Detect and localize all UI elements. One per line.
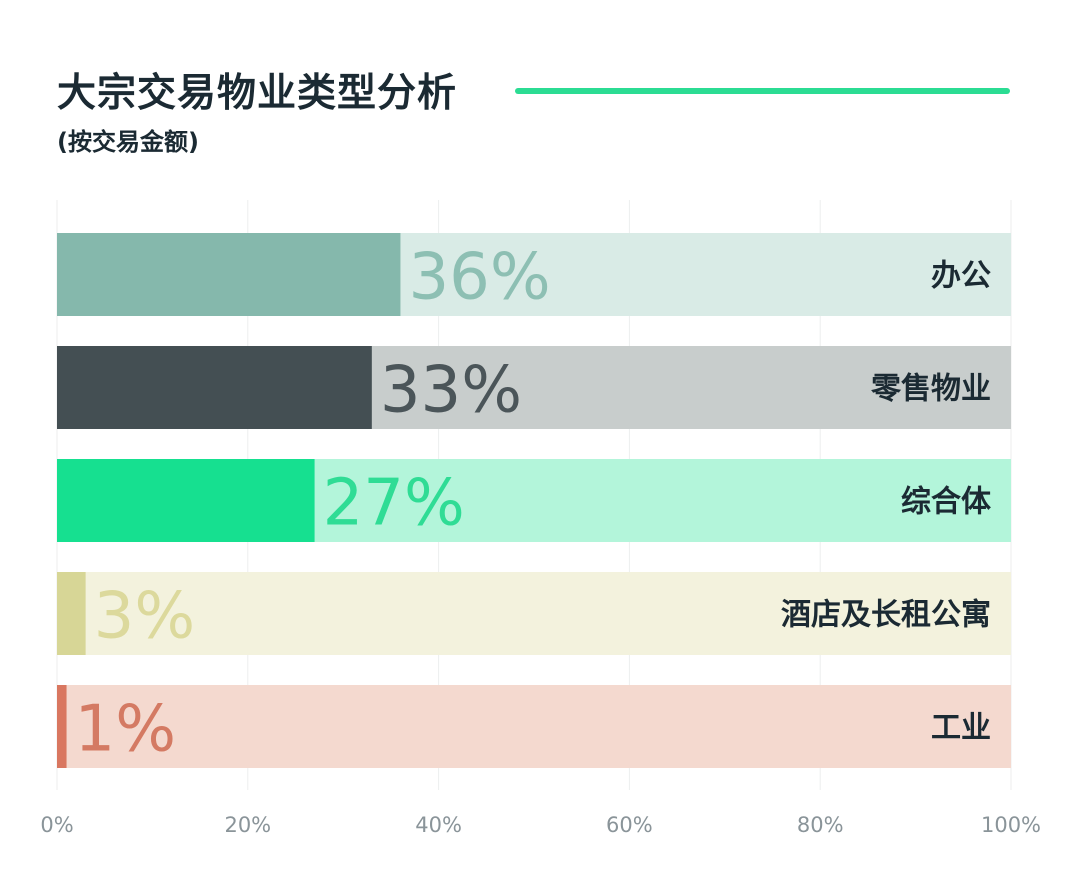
x-tick-label-4: 80% [797, 813, 844, 837]
bar-value-label-2: 27% [323, 467, 465, 541]
bar-value-label-4: 1% [75, 693, 177, 767]
x-tick-label-1: 20% [224, 813, 271, 837]
bar-4 [57, 685, 67, 768]
bar-0 [57, 233, 401, 316]
chart-subtitle: (按交易金额) [57, 128, 199, 156]
x-tick-label-3: 60% [606, 813, 653, 837]
x-tick-label-0: 0% [40, 813, 73, 837]
bar-2 [57, 459, 315, 542]
category-label-1: 零售物业 [871, 372, 991, 407]
x-tick-label-5: 100% [981, 813, 1041, 837]
bar-track-4 [57, 685, 1011, 768]
bar-value-label-1: 33% [380, 354, 522, 428]
x-tick-label-2: 40% [415, 813, 462, 837]
bar-track-3 [57, 572, 1011, 655]
bar-1 [57, 346, 372, 429]
title-accent-rule [515, 88, 1010, 94]
category-label-3: 酒店及长租公寓 [781, 598, 991, 633]
chart-title: 大宗交易物业类型分析 [57, 71, 458, 116]
bar-value-label-3: 3% [94, 580, 196, 654]
category-label-2: 综合体 [901, 485, 992, 520]
category-label-0: 办公 [931, 259, 991, 294]
bar-value-label-0: 36% [408, 241, 550, 315]
category-label-4: 工业 [931, 711, 991, 746]
bar-3 [57, 572, 86, 655]
